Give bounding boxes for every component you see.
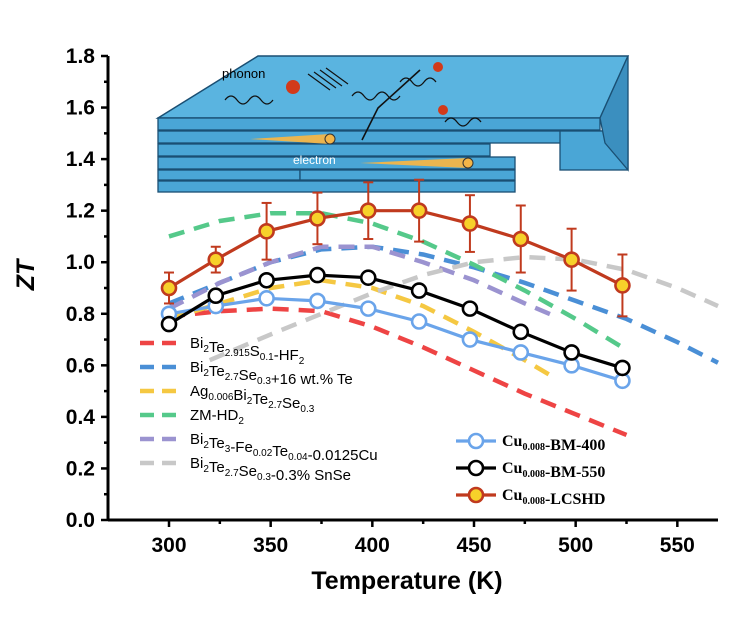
legend-swatch-marker-cu0-008-bm-400 xyxy=(467,432,485,450)
y-tick-label: 1.4 xyxy=(66,148,96,171)
legend-swatch-marker-cu0-008-bm-550 xyxy=(467,459,485,477)
inset-label-electron: electron xyxy=(293,153,336,167)
legend-label-bi2te2-7se0-3-16-wt-te: Bi2Te2.7Se0.3+16 wt.% Te xyxy=(190,359,353,388)
x-tick-label: 350 xyxy=(253,534,288,557)
x-tick-label: 550 xyxy=(660,534,695,557)
legend-measured: Cu0.008-BM-400 Cu0.008-BM-550 Cu0.008-LCSH… xyxy=(456,432,605,508)
y-tick-label: 0.6 xyxy=(66,354,95,377)
legend-label-bi2te2-7se0-3-0-3-snse: Bi2Te2.7Se0.3-0.3% SnSe xyxy=(190,455,351,484)
y-tick-label: 0.2 xyxy=(66,457,95,480)
cu0-008-lcshd-point xyxy=(258,222,275,240)
x-tick-label: 300 xyxy=(151,534,186,557)
cu0-008-bm-550-point xyxy=(563,344,580,361)
cu0-008-bm-550-point xyxy=(614,359,631,377)
inset-label-phonon: phonon xyxy=(222,66,265,81)
y-tick-label: 0.0 xyxy=(66,509,95,532)
cu0-008-bm-400-line xyxy=(168,296,623,383)
cu0-008-lcshd-point xyxy=(160,279,178,297)
legend-label-bi2te3-fe0-02te0-04-0-0125cu: Bi2Te3-Fe0.02Te0.04-0.0125Cu xyxy=(190,431,378,464)
inset-slab xyxy=(157,143,491,157)
cu0-008-bm-400-point xyxy=(512,344,530,361)
inset-slab xyxy=(157,117,601,131)
cu0-008-lcshd-point xyxy=(410,202,428,219)
x-tick-label: 500 xyxy=(558,534,593,557)
inset-illustration: phonon electron xyxy=(155,55,630,193)
legend-swatch-marker-cu0-008-lcshd xyxy=(467,486,485,504)
inset-slab xyxy=(157,180,516,193)
cu0-008-bm-550-point xyxy=(258,271,275,289)
cu0-008-lcshd-line xyxy=(168,209,624,290)
inset-slab xyxy=(299,169,516,181)
legend-label-cu0-008-bm-550: Cu0.008-BM-550 xyxy=(502,460,605,481)
y-tick-label: 1.0 xyxy=(66,251,95,274)
legend-label-zm-hd2: ZM-HD2 xyxy=(190,407,244,427)
cu0-008-lcshd-point xyxy=(207,251,225,268)
cu0-008-bm-400-point xyxy=(461,331,479,348)
legend-label-cu0-008-bm-400: Cu0.008-BM-400 xyxy=(502,433,605,454)
x-axis-title: Temperature (K) xyxy=(311,567,502,595)
y-tick-label: 1.8 xyxy=(66,45,96,68)
cu0-008-bm-550-point xyxy=(359,269,377,286)
y-tick-label: 0.4 xyxy=(66,406,96,429)
axes: 300 350 400 450 500 550 0.0 0.2 0.4 0.6 0.8 1.0 1.2 1… xyxy=(66,45,718,557)
ref-line-bi2te3-fe0-02te0-04-0-0125cu xyxy=(167,244,557,319)
legend-label-bi2te2-915s0-1-hf2: Bi2Te2.915S0.1-HF2 xyxy=(190,335,305,367)
cu0-008-lcshd-point xyxy=(309,210,326,227)
cu0-008-bm-400-point xyxy=(359,300,377,317)
cu0-008-bm-550-point xyxy=(160,315,178,333)
ref-line-zm-hd2 xyxy=(168,210,628,352)
ref-line-bi2te2-915s0-1-hf2 xyxy=(168,306,628,438)
legend-label-cu0-008-lcshd: Cu0.008-LCSHD xyxy=(502,487,605,508)
cu0-008-bm-400-point xyxy=(309,292,326,310)
cu0-008-bm-550-point xyxy=(461,300,479,317)
x-tick-label: 450 xyxy=(456,534,491,557)
cu0-008-bm-550-point xyxy=(207,287,225,305)
cu0-008-lcshd-point xyxy=(461,215,479,232)
inset-side-face xyxy=(599,55,629,172)
cu0-008-bm-400-point xyxy=(258,290,275,307)
inset-slab xyxy=(157,169,301,181)
cu0-008-lcshd-point xyxy=(614,277,631,294)
y-tick-label: 1.2 xyxy=(66,200,95,223)
y-tick-label: 0.8 xyxy=(66,303,96,326)
cu0-008-lcshd-point xyxy=(512,230,530,248)
cu0-008-bm-550-point xyxy=(410,282,428,299)
y-tick-label: 1.6 xyxy=(66,97,95,120)
cu0-008-lcshd-point xyxy=(359,202,377,219)
cu0-008-bm-550-line xyxy=(168,273,623,370)
ref-line-bi2te2-7se0-3-16-wt-te xyxy=(168,244,720,365)
cu0-008-lcshd-point xyxy=(563,251,580,268)
cu0-008-bm-550-point xyxy=(512,323,530,341)
inset-slab xyxy=(157,130,606,144)
ref-line-ag0-006bi2te2-7se0-3 xyxy=(168,277,557,381)
plot-area xyxy=(160,178,720,438)
cu0-008-bm-550-point xyxy=(309,266,326,284)
legend-label-ag0-006bi2te2-7se0-3: Ag0.006Bi2Te2.7Se0.3 xyxy=(190,383,315,415)
x-tick-label: 400 xyxy=(355,534,390,557)
cu0-008-bm-400-point xyxy=(410,313,428,330)
ref-line-bi2te2-7se0-3-0-3-snse xyxy=(208,254,719,363)
y-axis-title: ZT xyxy=(12,257,40,291)
